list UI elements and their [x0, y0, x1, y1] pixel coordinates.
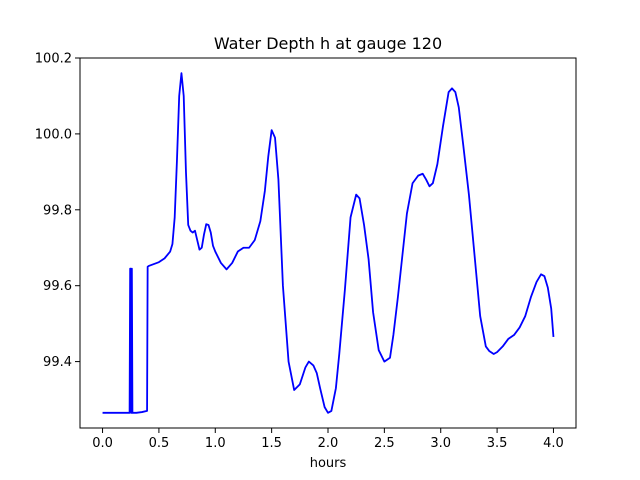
x-tick-label: 1.0	[205, 436, 226, 451]
x-tick-label: 3.5	[487, 436, 508, 451]
y-tick-label: 99.4	[43, 355, 72, 370]
x-tick-label: 4.0	[543, 436, 564, 451]
chart-title: Water Depth h at gauge 120	[214, 34, 442, 53]
x-tick-label: 3.0	[430, 436, 451, 451]
x-tick-label: 0.0	[92, 436, 113, 451]
x-tick-label: 2.5	[374, 436, 395, 451]
y-tick-label: 99.8	[43, 203, 72, 218]
x-axis-ticks: 0.0 0.5 1.0 1.5 2.0 2.5 3.0 3.5 4.0	[92, 428, 564, 451]
plot-area	[102, 72, 555, 414]
x-axis-label: hours	[310, 456, 347, 471]
x-tick-label: 0.5	[149, 436, 170, 451]
y-tick-label: 100.2	[35, 52, 72, 67]
x-tick-label: 1.5	[261, 436, 282, 451]
axes-frame	[79, 57, 577, 429]
y-axis-ticks: 99.4 99.6 99.8 100.0 100.2	[35, 52, 80, 370]
x-tick-label: 2.0	[318, 436, 339, 451]
series-line	[102, 72, 555, 414]
y-tick-label: 99.6	[43, 279, 72, 294]
y-tick-label: 100.0	[35, 127, 72, 142]
